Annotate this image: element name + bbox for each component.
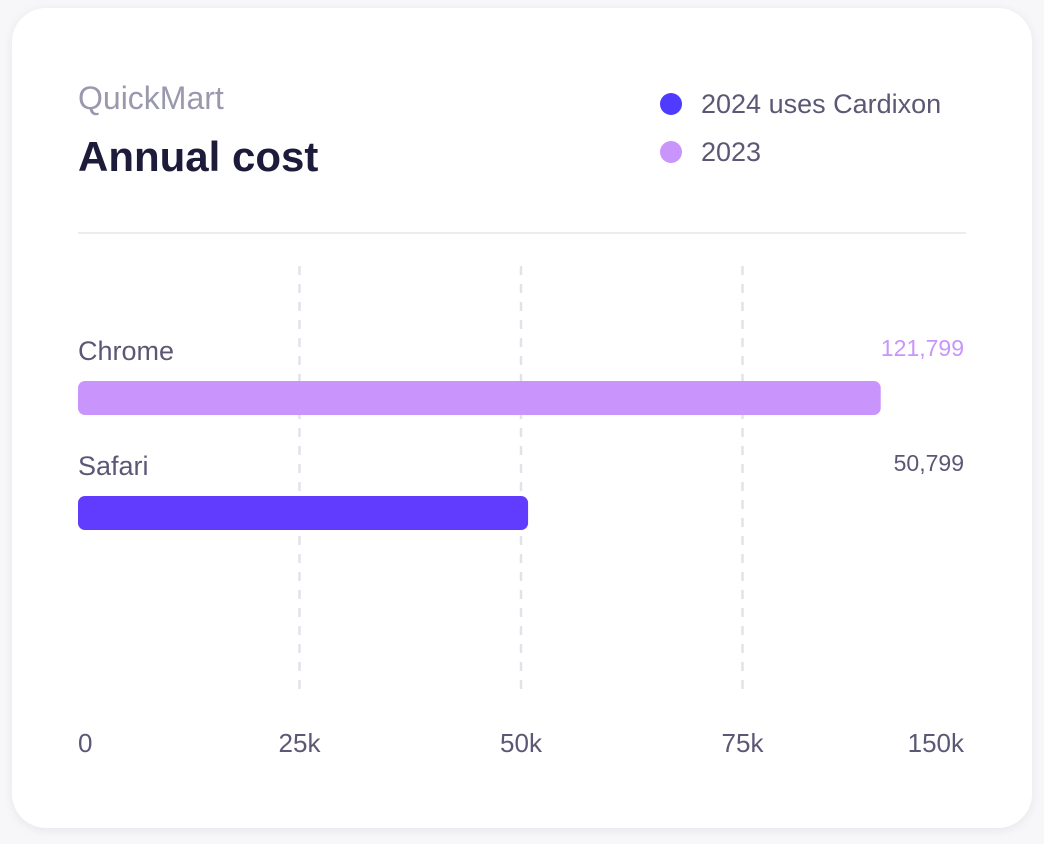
x-tick-label-50k: 50k (500, 728, 543, 758)
x-tick-label-0: 0 (78, 728, 92, 758)
legend-label-2024: 2024 uses Cardixon (701, 89, 942, 119)
value-label-chrome: 121,799 (881, 335, 964, 361)
value-label-safari: 50,799 (894, 450, 964, 476)
x-tick-label-25k: 25k (279, 728, 322, 758)
legend-dot-icon-2023 (660, 141, 682, 163)
category-label-chrome: Chrome (78, 336, 174, 366)
x-tick-label-150k: 150k (908, 728, 965, 758)
chart-title: Annual cost (78, 133, 319, 180)
legend-label-2023: 2023 (701, 137, 762, 167)
bar-safari (78, 496, 529, 530)
header-divider (78, 232, 966, 234)
legend-item-2024: 2024 uses Cardixon (660, 88, 941, 120)
bar-chrome (78, 381, 881, 415)
x-tick-label-75k: 75k (722, 728, 765, 758)
chart-subtitle: QuickMart (78, 80, 224, 116)
legend-item-2023: 2023 (660, 136, 761, 168)
legend-dot-icon-2024 (660, 93, 682, 115)
category-label-safari: Safari (78, 451, 149, 481)
